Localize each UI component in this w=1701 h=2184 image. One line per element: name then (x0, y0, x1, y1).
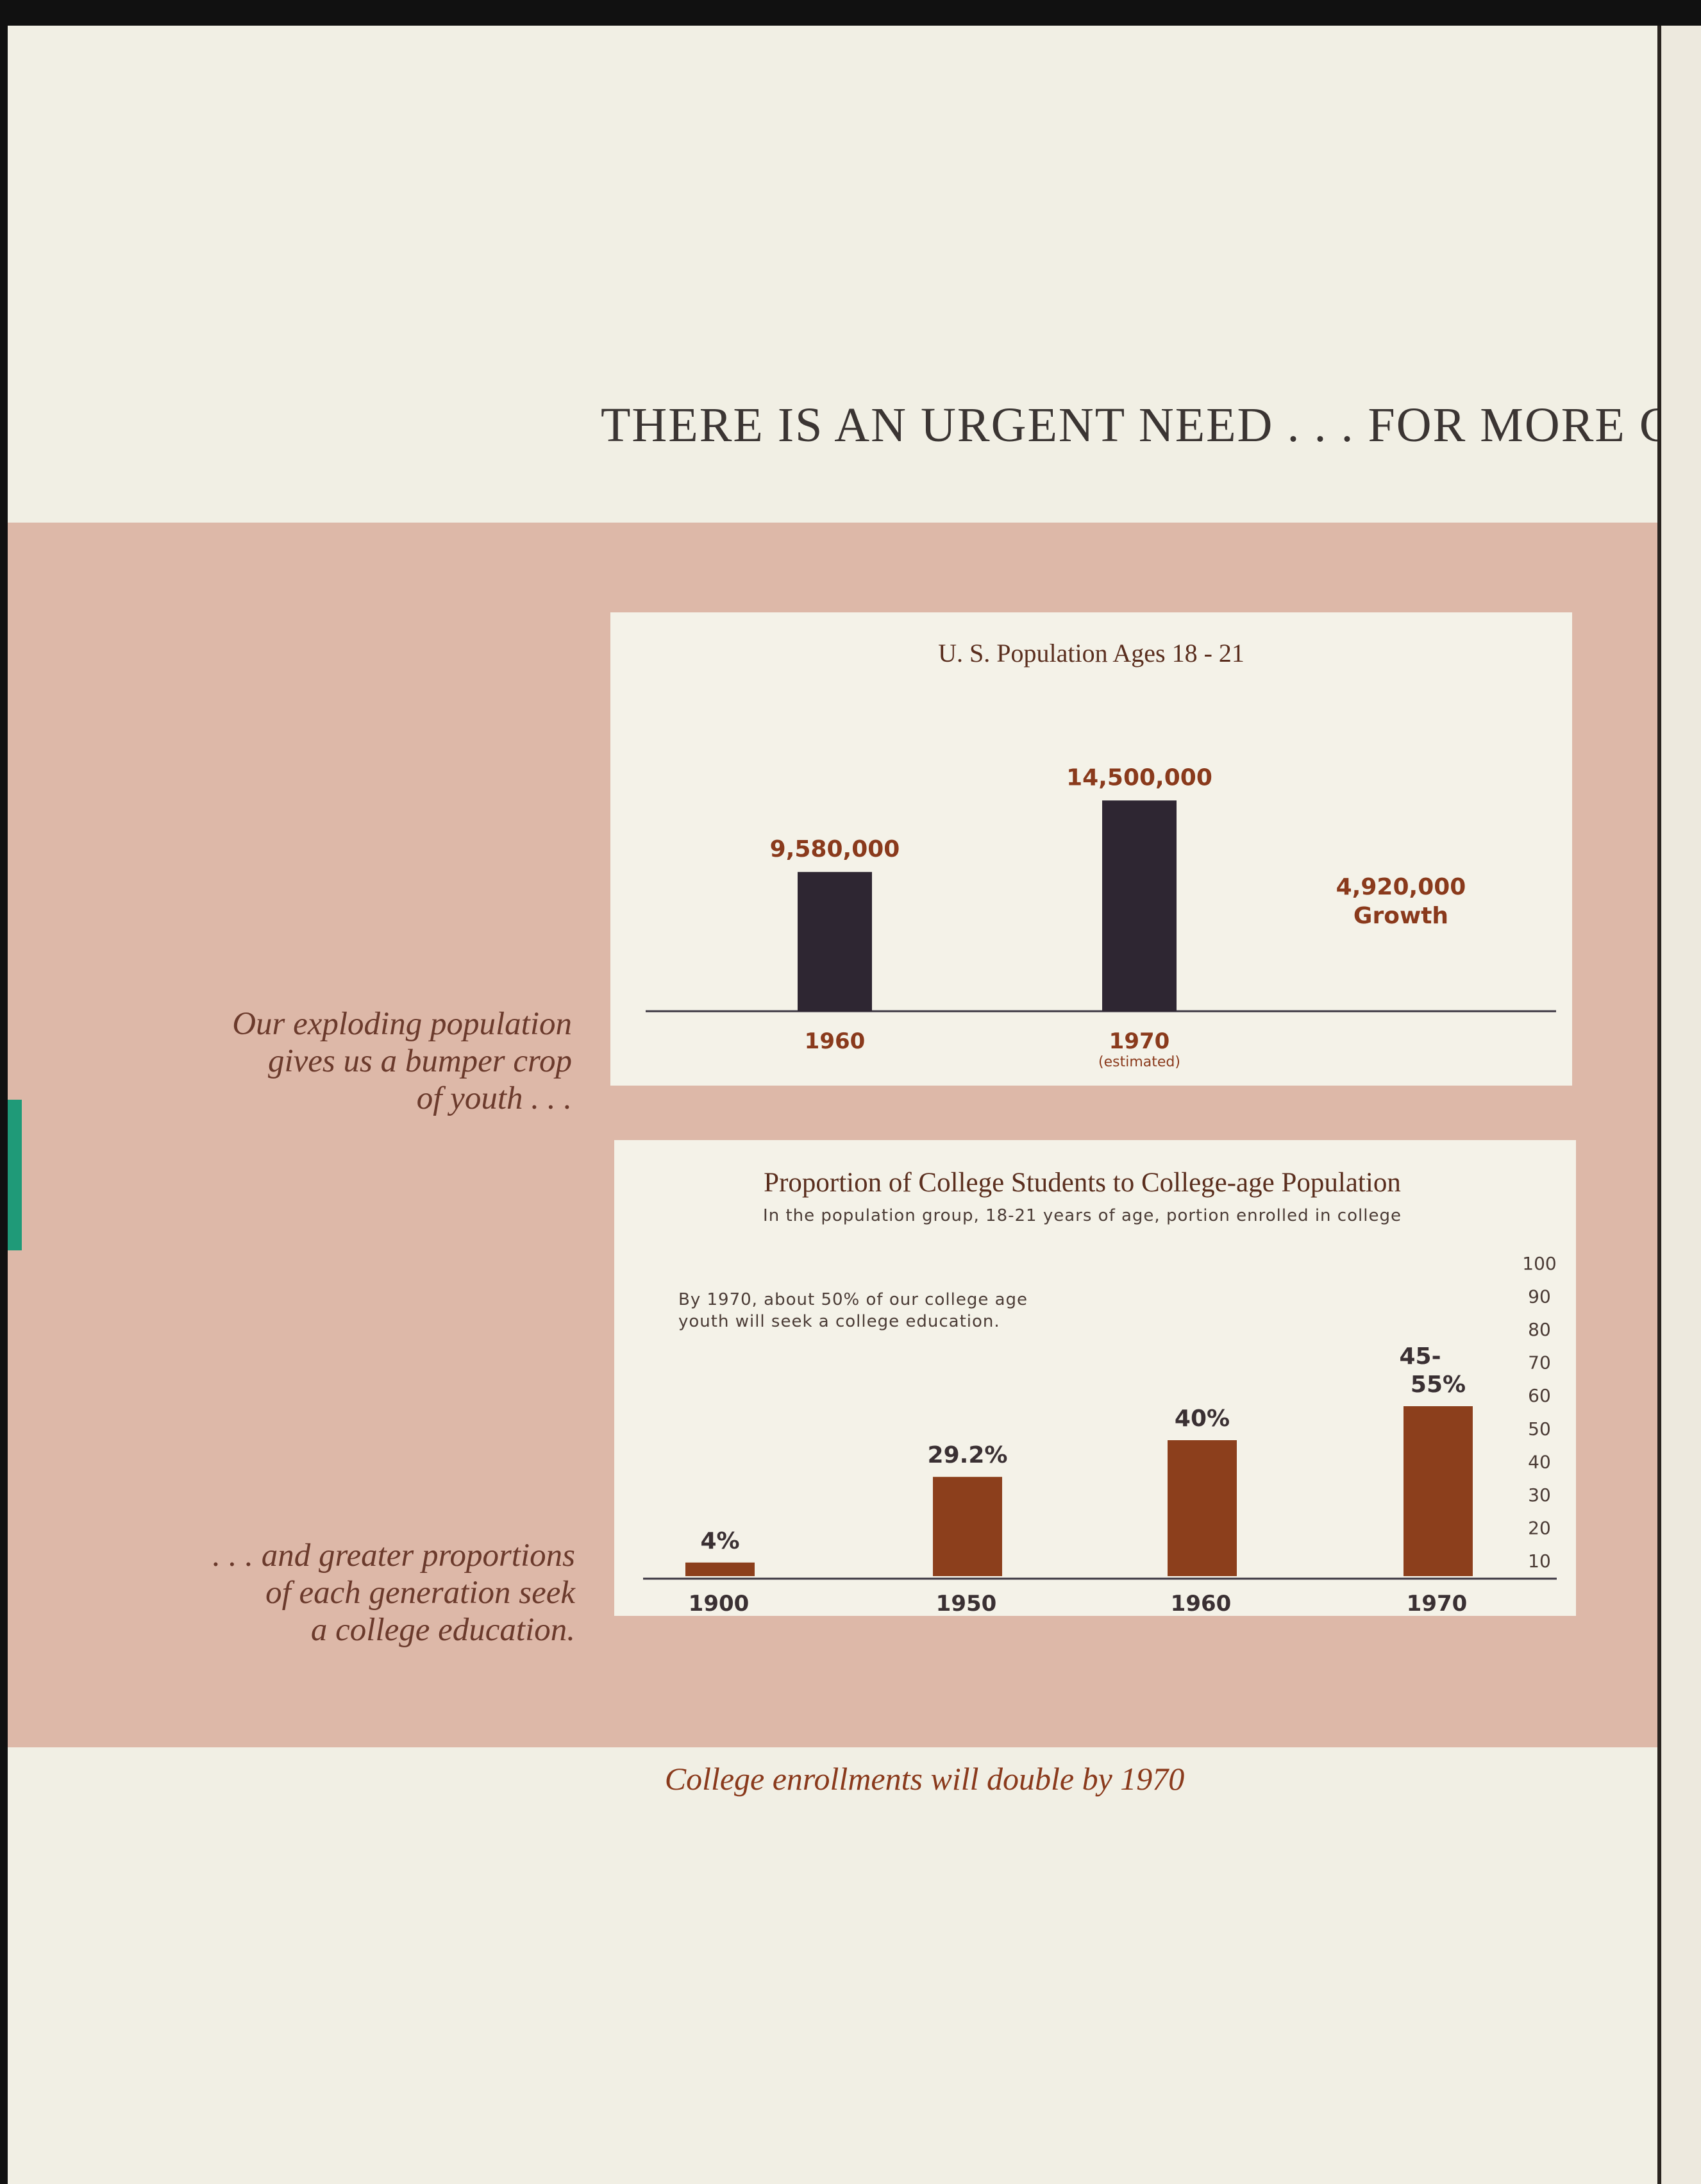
caption-proportion-line: of each generation seek (265, 1575, 575, 1611)
growth-label: Growth (1353, 903, 1448, 929)
bar-value-label: 14,500,000 (1066, 764, 1212, 791)
population-chart-title: U. S. Population Ages 18 - 21 (938, 639, 1244, 668)
footer-caption: College enrollments will double by 1970 (664, 1761, 1185, 1797)
bar-value-label: 40% (1175, 1406, 1230, 1432)
y-tick-label: 70 (1528, 1352, 1551, 1373)
page-heading: THERE IS AN URGENT NEED . . . FOR MORE C (601, 398, 1673, 452)
proportion-chart: 100 90 80 70 60 50 40 30 20 10 4% 1900 29.2% 1950 40% 1… (643, 1253, 1557, 1616)
category-label: 1970 (1109, 1029, 1170, 1054)
growth-value: 4,920,000 (1336, 874, 1466, 900)
caption-population: Our exploding population gives us a bump… (85, 1005, 572, 1117)
population-chart: 9,580,000 1960 14,500,000 1970(estimated) 4,… (646, 764, 1556, 1070)
y-tick-label: 30 (1528, 1484, 1551, 1506)
page-spine (1657, 26, 1661, 2184)
bar-1950 (933, 1477, 1002, 1576)
bar-1960 (1168, 1440, 1237, 1576)
caption-proportion-line: a college education. (310, 1612, 575, 1648)
proportion-chart-panel: Proportion of College Students to Colleg… (614, 1140, 1576, 1616)
y-tick-label: 90 (1528, 1286, 1551, 1307)
category-label: 1950 (936, 1591, 997, 1616)
caption-population-line: gives us a bumper crop (267, 1043, 572, 1079)
page: THERE IS AN URGENT NEED . . . FOR MORE C… (8, 26, 1701, 2184)
y-tick-label: 80 (1528, 1319, 1551, 1340)
bar-1970 (1102, 800, 1177, 1011)
category-label: 1960 (1171, 1591, 1232, 1616)
category-note: (estimated) (1098, 1054, 1180, 1070)
proportion-chart-subtitle: In the population group, 18-21 years of … (763, 1206, 1402, 1225)
y-tick-label: 10 (1528, 1550, 1551, 1572)
caption-proportion-line: . . . and greater proportions (212, 1538, 575, 1574)
category-label: 1960 (805, 1029, 866, 1054)
population-chart-panel: U. S. Population Ages 18 - 21 9,580,000 1… (610, 612, 1572, 1086)
caption-population-line: Our exploding population (232, 1006, 572, 1042)
bar-value-label: 9,580,000 (770, 836, 900, 862)
category-label: 1970 (1407, 1591, 1468, 1616)
proportion-chart-note: By 1970, about 50% of our college age yo… (678, 1290, 1028, 1331)
bar-value-label: 55% (1411, 1372, 1466, 1398)
bar-value-label: 4% (700, 1528, 739, 1554)
y-tick-label: 40 (1528, 1451, 1551, 1472)
category-label: 1900 (689, 1591, 750, 1616)
y-tick-label: 100 (1522, 1253, 1556, 1274)
adjacent-page-edge (1661, 26, 1701, 2184)
caption-population-line: of youth . . . (416, 1080, 572, 1116)
bar-value-label: 45- (1399, 1343, 1441, 1370)
y-tick-label: 50 (1528, 1418, 1551, 1440)
caption-proportion: . . . and greater proportions of each ge… (88, 1537, 575, 1649)
bar-value-label: 29.2% (928, 1442, 1008, 1468)
bar-1960 (798, 871, 872, 1011)
proportion-chart-title: Proportion of College Students to Colleg… (764, 1168, 1401, 1198)
bar-1900 (685, 1562, 755, 1576)
y-tick-label: 60 (1528, 1385, 1551, 1406)
y-tick-label: 20 (1528, 1517, 1551, 1538)
bar-1970 (1404, 1406, 1473, 1576)
edge-color-tab (8, 1100, 22, 1250)
